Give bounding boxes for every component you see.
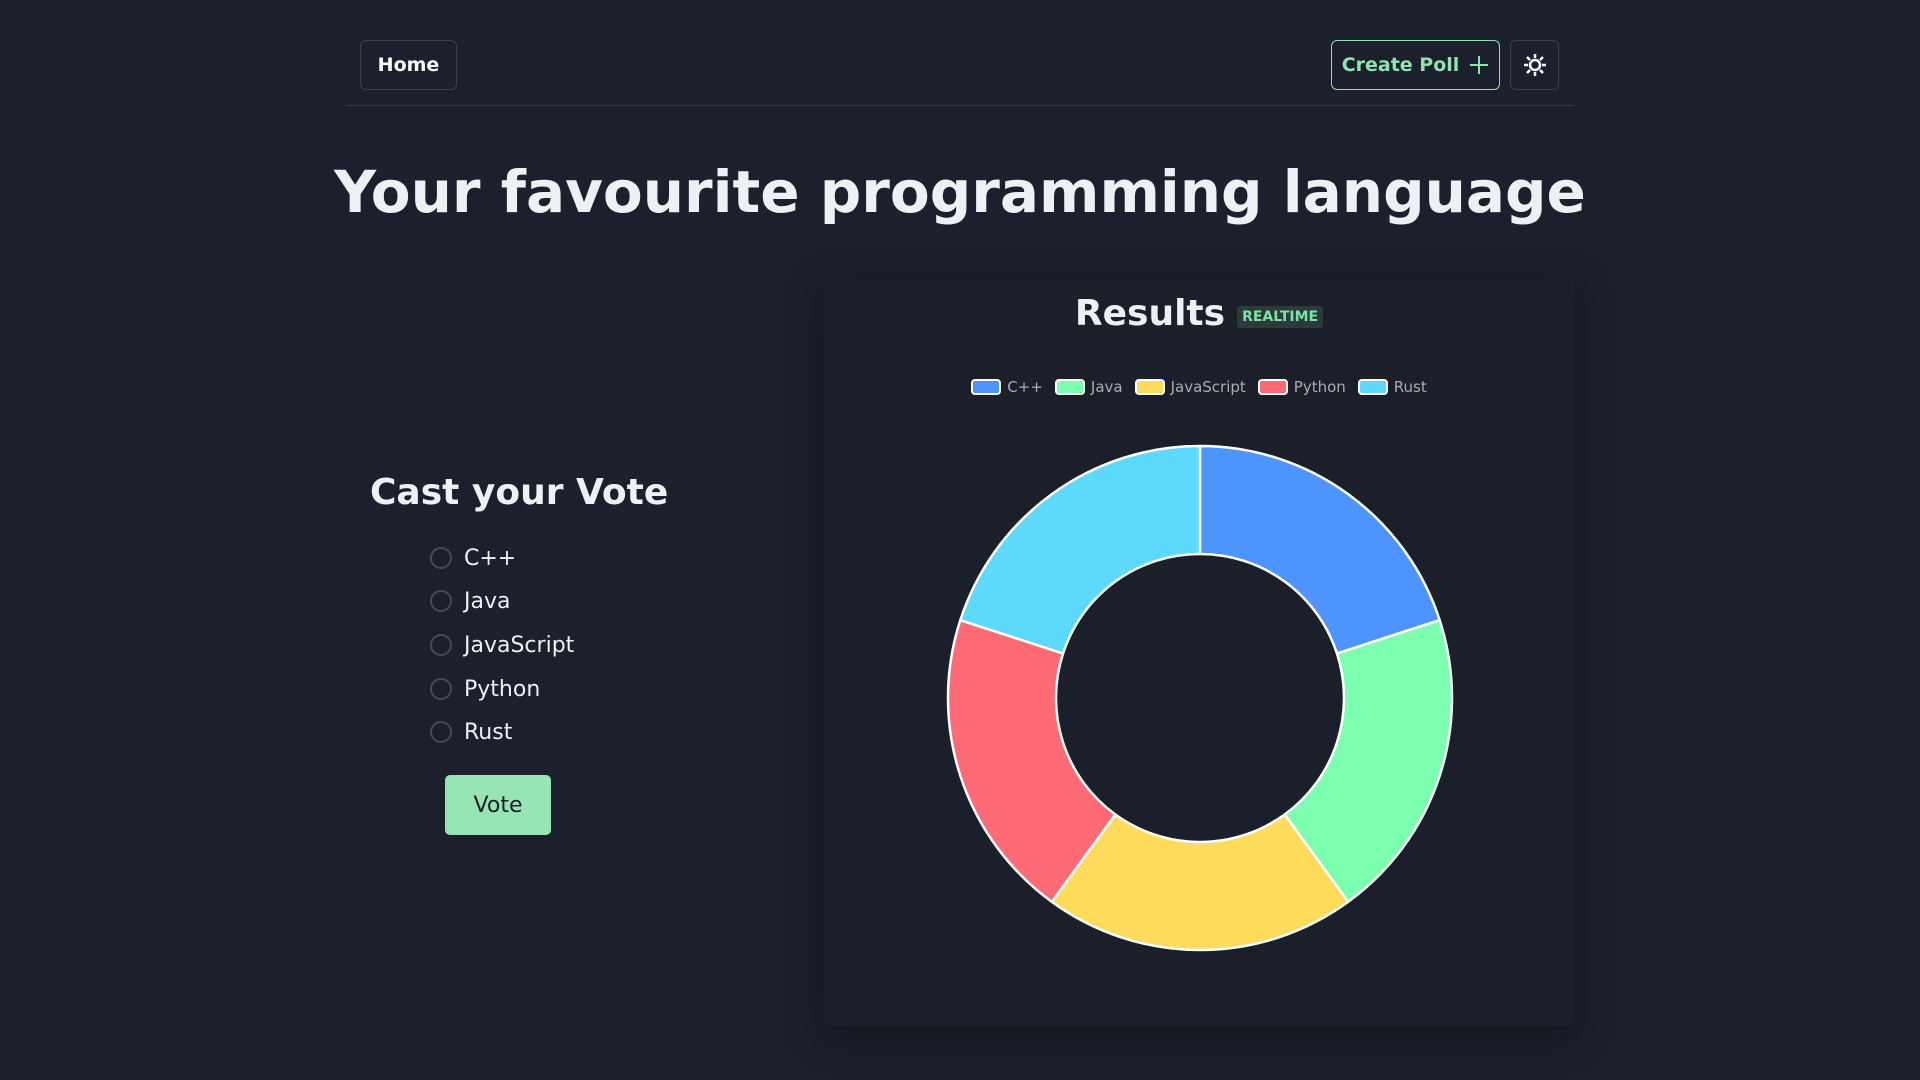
legend-swatch [1357, 379, 1388, 395]
home-label: Home [377, 54, 440, 76]
create-poll-button[interactable]: Create Poll [1331, 40, 1500, 90]
donut-slice-cpp[interactable] [1198, 444, 1441, 655]
chart-legend: C++ Java JavaScript Python Rust [824, 378, 1574, 396]
option-cpp[interactable]: C++ [430, 543, 516, 573]
legend-label: Java [1090, 378, 1123, 396]
legend-label: Python [1293, 378, 1346, 396]
donut-slice-java[interactable] [1283, 618, 1454, 904]
legend-label: JavaScript [1170, 378, 1246, 396]
legend-swatch [1134, 379, 1165, 395]
theme-toggle-button[interactable] [1510, 40, 1559, 90]
results-heading: Results [1074, 293, 1226, 334]
option-label: C++ [464, 545, 517, 571]
legend-swatch [971, 379, 1002, 395]
legend-item[interactable]: Rust [1357, 378, 1427, 396]
legend-item[interactable]: Java [1054, 378, 1123, 396]
vote-heading: Cast your Vote [370, 472, 669, 513]
legend-swatch [1054, 379, 1085, 395]
sun-icon [1523, 54, 1546, 76]
option-python[interactable]: Python [430, 674, 540, 704]
legend-label: C++ [1007, 378, 1043, 396]
option-label: Python [464, 676, 541, 702]
create-poll-label: Create Poll [1341, 54, 1460, 76]
option-label: Java [464, 588, 511, 614]
legend-item[interactable]: C++ [971, 378, 1043, 396]
donut-slice-rust[interactable] [959, 444, 1202, 655]
realtime-badge: REALTIME [1237, 305, 1324, 328]
legend-swatch [1257, 379, 1288, 395]
legend-label: Rust [1393, 378, 1427, 396]
radio-rust[interactable] [430, 721, 452, 743]
donut-slice-python[interactable] [946, 618, 1117, 904]
radio-javascript[interactable] [430, 634, 452, 656]
legend-item[interactable]: Python [1257, 378, 1346, 396]
radio-java[interactable] [430, 590, 452, 612]
radio-cpp[interactable] [430, 547, 452, 569]
poll-title: Your favourite programming language [334, 158, 1586, 226]
legend-item[interactable]: JavaScript [1134, 378, 1246, 396]
option-rust[interactable]: Rust [430, 717, 512, 747]
header-divider [346, 105, 1574, 106]
donut-chart [946, 444, 1454, 952]
results-header: Results REALTIME [824, 293, 1574, 334]
option-java[interactable]: Java [430, 586, 510, 616]
plus-icon [1470, 56, 1489, 74]
radio-python[interactable] [430, 678, 452, 700]
option-label: JavaScript [464, 632, 575, 658]
option-label: Rust [464, 719, 513, 745]
donut-slice-javascript[interactable] [1050, 813, 1350, 952]
home-button[interactable]: Home [360, 40, 457, 90]
vote-button[interactable]: Vote [445, 775, 551, 835]
option-javascript[interactable]: JavaScript [430, 630, 574, 660]
